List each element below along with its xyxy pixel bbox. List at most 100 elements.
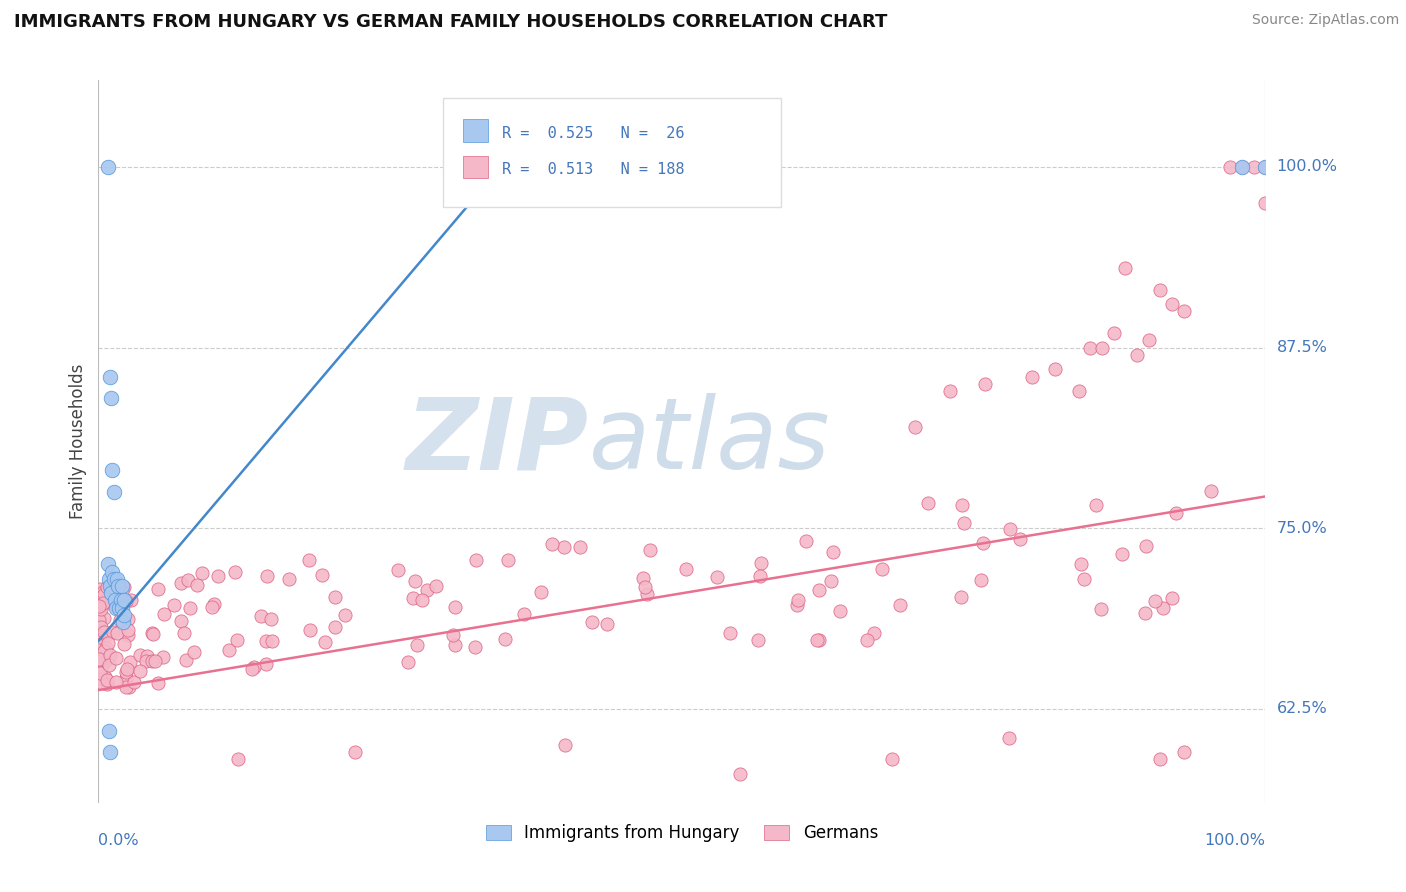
Point [90, 601, 112, 615]
Point [638, 543, 661, 558]
Point [1144, 594, 1167, 608]
Point [112, 580, 135, 594]
Point [553, 540, 575, 554]
Point [186, 578, 208, 592]
Point [969, 574, 991, 588]
Point [94, 640, 117, 655]
Point [98, 745, 121, 759]
Point [1045, 362, 1067, 376]
Point [256, 569, 278, 583]
Point [128, 648, 150, 662]
Point [111, 579, 134, 593]
FancyBboxPatch shape [463, 155, 488, 178]
Point [90, 675, 112, 690]
Point [949, 590, 972, 604]
Point [581, 615, 603, 629]
Point [100, 586, 122, 600]
Point [104, 674, 127, 689]
Point [111, 583, 134, 598]
Point [298, 553, 321, 567]
Point [207, 569, 229, 583]
Point [808, 582, 831, 597]
Point [997, 731, 1019, 745]
Point [998, 522, 1021, 536]
Point [97, 160, 120, 174]
Point [98, 579, 121, 593]
Point [1149, 283, 1171, 297]
Point [96, 673, 118, 687]
Point [1219, 160, 1241, 174]
Point [530, 585, 553, 599]
Point [278, 572, 301, 586]
Point [122, 674, 145, 689]
Point [87, 652, 110, 666]
Point [224, 565, 246, 579]
Point [596, 617, 619, 632]
Point [880, 752, 903, 766]
Text: R =  0.525   N =  26: R = 0.525 N = 26 [502, 127, 685, 141]
Point [568, 540, 591, 554]
Point [1230, 160, 1253, 174]
Point [97, 635, 120, 649]
Point [104, 593, 127, 607]
Point [1021, 369, 1043, 384]
Point [98, 648, 121, 662]
Point [152, 607, 174, 622]
Point [225, 632, 247, 647]
Legend: Immigrants from Hungary, Germans: Immigrants from Hungary, Germans [479, 817, 884, 848]
Text: 87.5%: 87.5% [1277, 340, 1327, 355]
Point [108, 600, 131, 615]
Point [174, 653, 197, 667]
Point [108, 613, 131, 627]
Point [135, 649, 157, 664]
Point [939, 384, 962, 398]
Point [262, 633, 284, 648]
Point [87, 630, 110, 644]
Point [89, 661, 111, 675]
Point [115, 593, 138, 607]
Point [228, 752, 250, 766]
Point [1254, 196, 1277, 211]
Point [101, 463, 124, 477]
Text: 75.0%: 75.0% [1277, 521, 1327, 536]
Point [94, 654, 117, 668]
Text: 100.0%: 100.0% [1205, 833, 1265, 848]
Text: R =  0.513   N = 188: R = 0.513 N = 188 [502, 162, 685, 178]
Point [402, 591, 425, 605]
Text: atlas: atlas [589, 393, 830, 490]
Point [311, 567, 333, 582]
Point [787, 593, 810, 607]
Point [115, 671, 138, 685]
Point [441, 628, 464, 642]
Point [142, 627, 165, 641]
Point [1164, 506, 1187, 520]
Point [93, 625, 115, 640]
Point [974, 376, 997, 391]
Point [404, 574, 426, 588]
Point [554, 738, 576, 752]
Point [117, 623, 139, 637]
Point [465, 553, 488, 567]
Point [1085, 499, 1108, 513]
Point [444, 600, 467, 615]
Point [96, 677, 118, 691]
Point [1111, 547, 1133, 561]
Point [101, 624, 124, 639]
Point [93, 588, 115, 602]
Point [93, 587, 115, 601]
Point [972, 536, 994, 550]
Point [1243, 160, 1265, 174]
Point [148, 676, 170, 690]
Point [636, 587, 658, 601]
Point [97, 723, 120, 738]
Point [112, 593, 135, 607]
Text: ZIP: ZIP [405, 393, 589, 490]
Point [1114, 261, 1136, 276]
Point [101, 565, 124, 579]
Point [1080, 341, 1102, 355]
Point [96, 580, 118, 594]
Text: 62.5%: 62.5% [1277, 701, 1327, 716]
Point [254, 633, 277, 648]
Point [141, 654, 163, 668]
Point [950, 498, 973, 512]
